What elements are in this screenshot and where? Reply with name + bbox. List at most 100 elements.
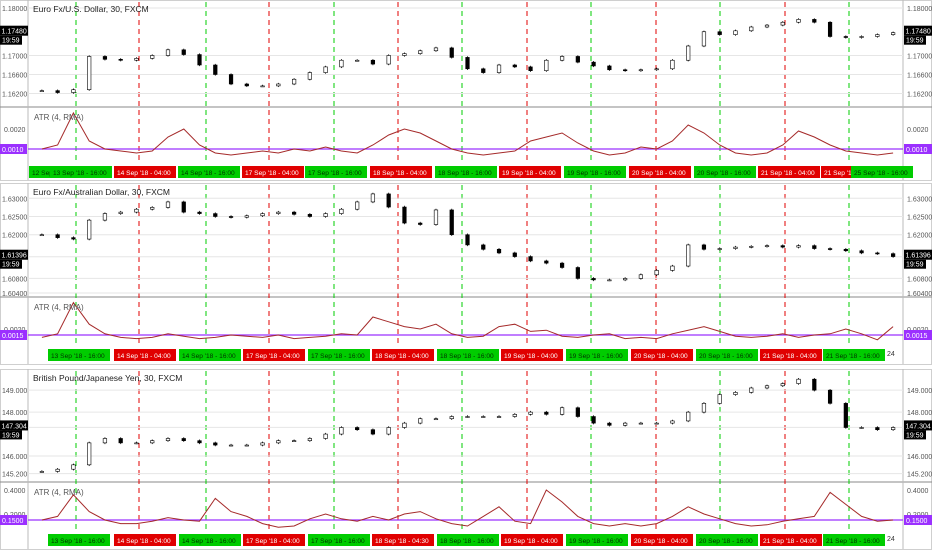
time-label-text: 13 Sep '18 - 16:00 — [51, 538, 105, 545]
candle-body — [291, 211, 297, 215]
candle-body — [559, 407, 565, 415]
candle-body — [701, 403, 707, 413]
candle-body — [780, 21, 785, 26]
candle-body — [733, 246, 738, 249]
price-tick-left: 1.62500 — [2, 215, 27, 222]
candle-body — [843, 36, 848, 38]
time-badge-right — [904, 430, 926, 440]
candle-body — [701, 31, 707, 47]
candle-body — [134, 208, 139, 213]
time-label-text: 14 Sep '18 - 04:00 — [117, 353, 171, 360]
time-badge-right-text: 19:59 — [906, 262, 924, 269]
candle-body — [39, 90, 44, 92]
candle-body — [165, 438, 171, 441]
candle-body — [764, 385, 770, 389]
candle-body — [118, 211, 123, 214]
time-label-green — [179, 534, 241, 546]
candle-body — [701, 244, 707, 250]
candle-body — [418, 222, 423, 225]
candle-body — [670, 59, 675, 70]
candle-body — [481, 416, 486, 418]
candle-body — [481, 244, 486, 250]
time-badge-right — [904, 35, 926, 45]
atr-level-text-left: 0.1500 — [2, 518, 24, 525]
candle-body — [623, 422, 628, 426]
candle-body — [780, 245, 785, 248]
chart-panel-1: 1.18000 1.18000 1.17000 1.17000 1.16600 1.166… — [0, 0, 932, 181]
panel-frame — [0, 369, 932, 550]
candle-body — [859, 427, 864, 429]
atr-tick-left: 0.0020 — [4, 127, 26, 134]
candle-body — [181, 438, 186, 441]
atr-level-text-left: 0.0015 — [2, 333, 24, 340]
price-badge-left — [0, 249, 28, 260]
price-tick-right: 1.18000 — [907, 6, 932, 13]
time-label-red — [372, 534, 434, 546]
time-label-green — [823, 534, 885, 546]
candle-body — [386, 55, 391, 65]
price-tick-left: 1.17000 — [2, 54, 27, 61]
price-tick-left: 1.60400 — [2, 291, 27, 298]
candle-body — [528, 66, 533, 72]
time-badge-left-text: 19:59 — [2, 432, 20, 439]
price-tick-right: 148.000 — [907, 410, 932, 417]
candle-body — [481, 68, 486, 73]
candle-body — [891, 427, 896, 430]
candle-body — [339, 208, 344, 214]
price-badge-right — [904, 25, 932, 36]
candle-body — [812, 245, 817, 249]
candle-body — [244, 83, 249, 87]
atr-series-line — [41, 489, 894, 528]
candle-body — [197, 211, 202, 214]
candle-body — [717, 248, 722, 250]
price-tick-left: 149.000 — [2, 388, 27, 395]
candle-body — [749, 246, 754, 248]
candle-body — [307, 72, 312, 80]
atr-level-badge-left — [0, 144, 27, 154]
atr-level-badge-right — [904, 330, 932, 340]
candle-body — [528, 256, 533, 262]
candle-body — [134, 58, 139, 61]
price-tick-left: 1.16600 — [2, 73, 27, 80]
candle-body — [749, 387, 754, 393]
candle-body — [496, 416, 502, 418]
price-tick-left: 145.200 — [2, 472, 27, 479]
time-label-text: 12 Sep — [32, 170, 53, 177]
candle-body — [796, 378, 801, 384]
candle-body — [654, 270, 659, 276]
time-label-red — [243, 349, 305, 361]
candle-body — [686, 45, 691, 61]
candle-body — [717, 31, 722, 35]
time-label-text: 17 Sep '18 - 16:00 — [308, 170, 362, 177]
chart-panel-3: 149.000 149.000 148.000 148.000 147.304 147.3… — [0, 369, 932, 550]
time-label-text: 14 Sep '18 - 16:00 — [182, 353, 236, 360]
price-badge-right-text: 1.17480 — [906, 29, 931, 36]
time-label-green — [48, 534, 110, 546]
time-label-red — [629, 166, 691, 178]
time-label-text: 20 Sep '18 - 04:00 — [632, 170, 686, 177]
chart-panel-2: 1.63000 1.63000 1.62500 1.62500 1.62000 1.620… — [0, 183, 932, 365]
candle-body — [496, 248, 502, 254]
candle-body — [827, 248, 833, 250]
time-label-text: 20 Sep '18 - 04:00 — [634, 353, 688, 360]
candle-body — [591, 278, 596, 281]
price-badge-left-text: 1.17480 — [2, 29, 27, 36]
time-label-text: 20 Sep '18 - 16:00 — [699, 538, 753, 545]
time-label-red — [243, 534, 305, 546]
time-label-text: 19 Sep '18 - 04:00 — [504, 353, 558, 360]
time-label-text: 25 Sep '18 - 16:00 — [854, 170, 908, 177]
candle-body — [71, 89, 76, 93]
candle-body — [339, 59, 344, 68]
candle-body — [575, 407, 580, 417]
candle-body — [418, 418, 423, 424]
candle-body — [307, 214, 312, 217]
time-label-green — [566, 534, 628, 546]
candle-body — [496, 64, 502, 73]
candle-body — [733, 392, 738, 395]
time-label-green — [564, 166, 626, 178]
candle-body — [654, 422, 659, 425]
candle-body — [323, 213, 328, 217]
time-badge-left-text: 19:59 — [2, 262, 20, 269]
candle-body — [796, 19, 801, 23]
time-label-green — [823, 349, 885, 361]
